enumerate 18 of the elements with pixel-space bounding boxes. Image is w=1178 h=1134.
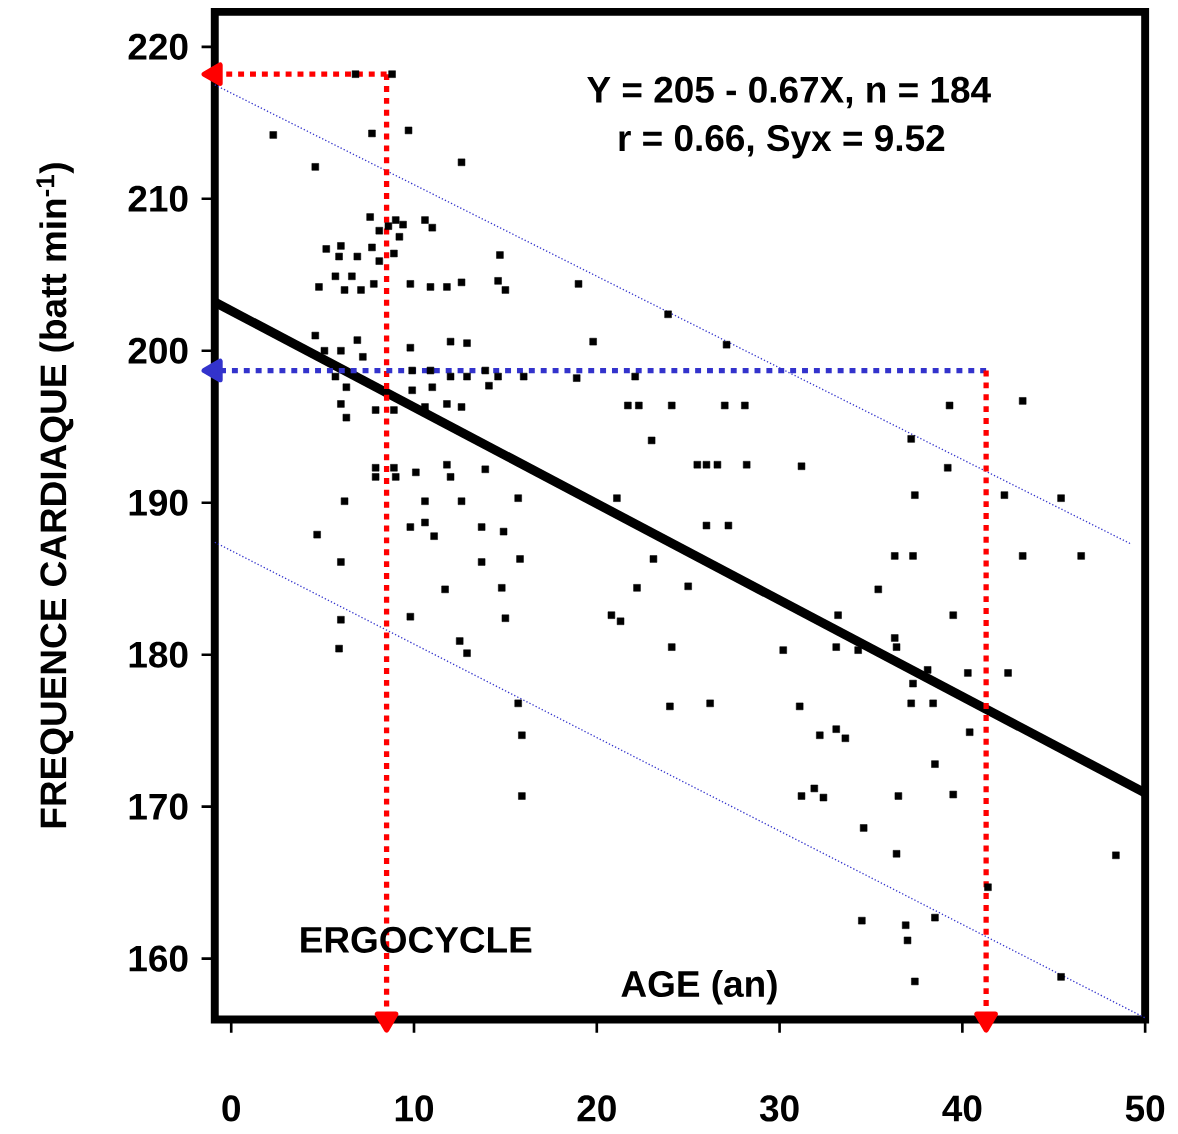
x-tick-label: 30 xyxy=(759,1095,799,1122)
x-axis-title: AGE (an) xyxy=(621,970,777,1005)
annotation: r = 0.66, Syx = 9.52 xyxy=(619,125,945,159)
x-tick-label: 0 xyxy=(222,1095,240,1122)
x-tick-label: 20 xyxy=(577,1095,616,1122)
y-tick-label: 170 xyxy=(129,793,188,820)
annotation: ERGOCYCLE xyxy=(301,926,532,953)
annotation: Y = 205 - 0.67X, n = 184 xyxy=(587,76,991,109)
y-tick-label: 200 xyxy=(128,337,188,364)
y-tick-label: 220 xyxy=(128,33,188,60)
y-tick-label: 210 xyxy=(128,185,188,212)
y-tick-label: 190 xyxy=(129,489,188,516)
x-tick-label: 10 xyxy=(395,1095,434,1122)
x-tick-label: 50 xyxy=(1125,1095,1165,1122)
y-tick-label: 160 xyxy=(129,945,188,972)
y-tick-label: 180 xyxy=(129,641,188,668)
y-axis-title: FREQUENCE CARDIAQUE (batt min$^{-1}$) xyxy=(36,163,74,828)
x-tick-label: 40 xyxy=(942,1095,982,1122)
